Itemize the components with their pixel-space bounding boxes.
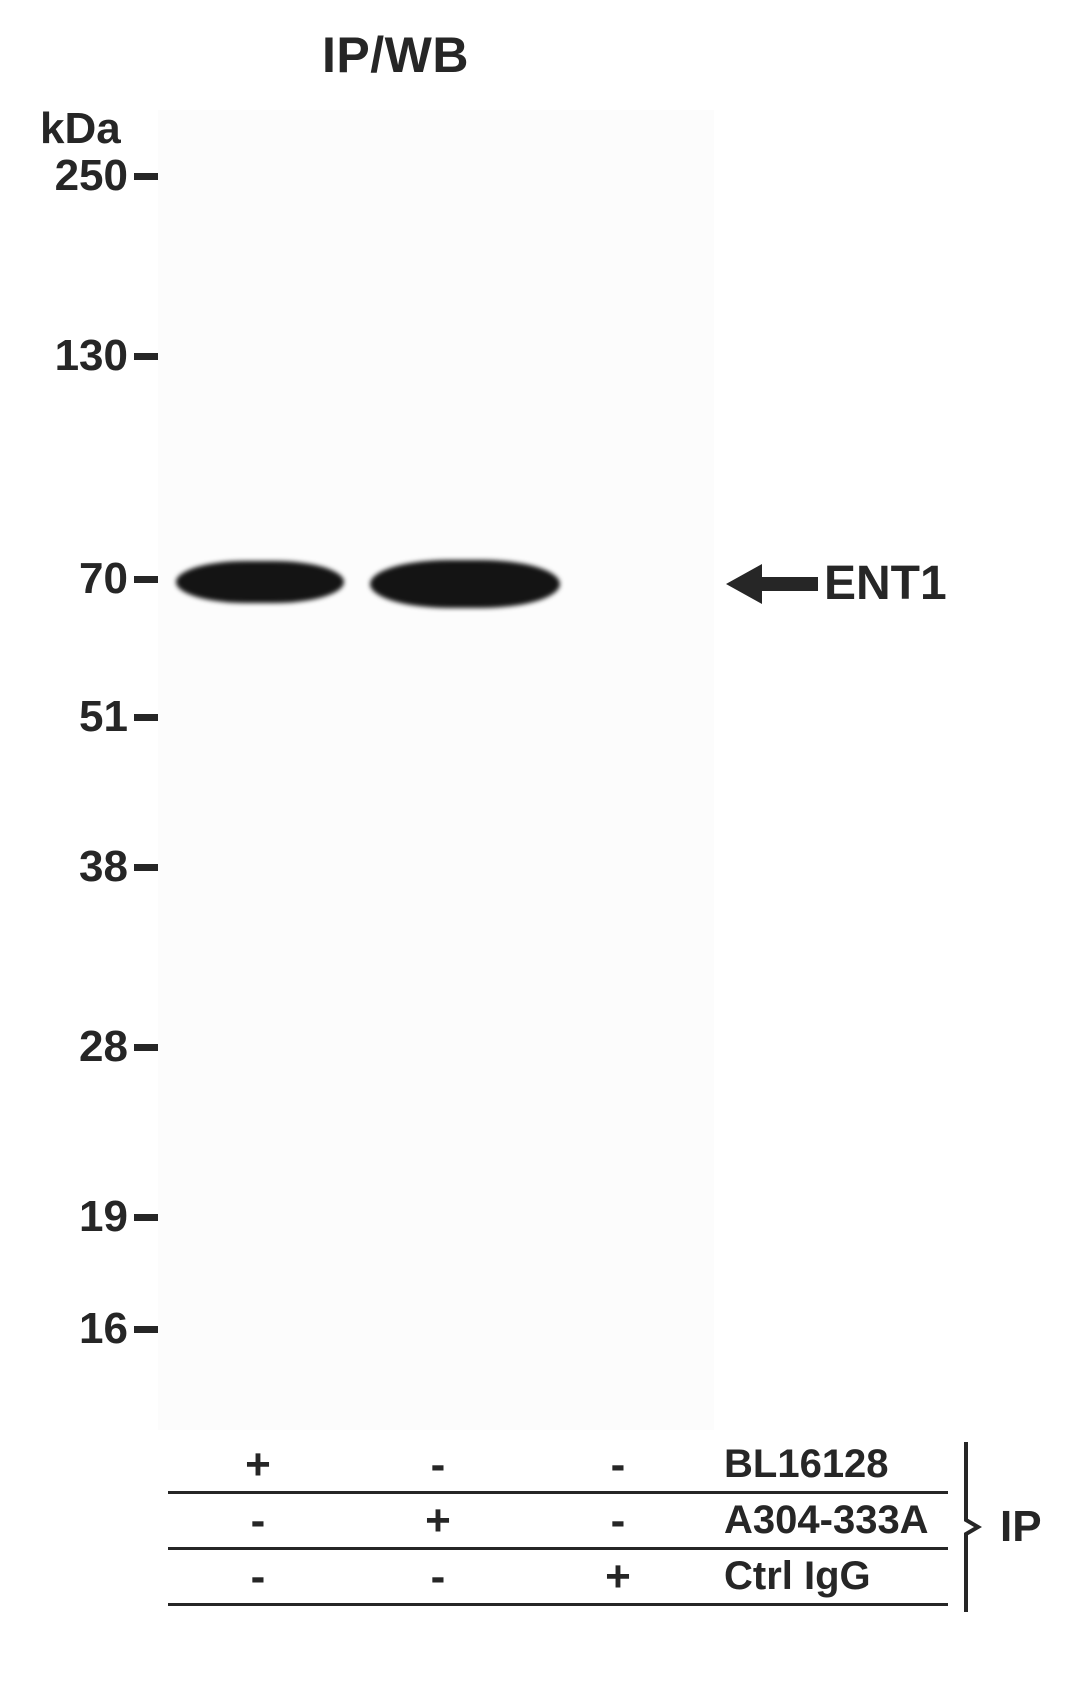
ladder-marker-label: 51 bbox=[79, 692, 128, 742]
ip-mark: - bbox=[528, 1496, 708, 1546]
blot-band bbox=[370, 560, 560, 608]
figure-container: IP/WB kDa 250130705138281916 ENT1 +--BL1… bbox=[0, 0, 1080, 1700]
ip-table-row: --+Ctrl IgG bbox=[168, 1550, 948, 1606]
ladder-marker: 28 bbox=[32, 1022, 158, 1072]
target-annotation: ENT1 bbox=[726, 556, 947, 611]
ip-mark: - bbox=[348, 1440, 528, 1490]
ladder-marker-label: 250 bbox=[55, 151, 128, 201]
ip-table-row: -+-A304-333A bbox=[168, 1494, 948, 1550]
ladder-marker: 70 bbox=[32, 554, 158, 604]
ladder-marker-label: 130 bbox=[55, 331, 128, 381]
ladder-marker: 16 bbox=[32, 1304, 158, 1354]
ladder-marker: 250 bbox=[32, 151, 158, 201]
ladder-unit: kDa bbox=[40, 104, 121, 154]
ip-mark: - bbox=[528, 1440, 708, 1490]
ladder-tick-icon bbox=[134, 1214, 158, 1221]
ip-bracket-icon bbox=[962, 1442, 992, 1612]
ip-mark: + bbox=[168, 1440, 348, 1490]
blot-band bbox=[176, 561, 344, 603]
ip-lane-table: +--BL16128-+-A304-333A--+Ctrl IgG bbox=[168, 1438, 948, 1606]
blot-membrane bbox=[158, 110, 714, 1430]
ladder-tick-icon bbox=[134, 864, 158, 871]
ip-mark: - bbox=[168, 1496, 348, 1546]
ladder-tick-icon bbox=[134, 1044, 158, 1051]
ladder-tick-icon bbox=[134, 714, 158, 721]
ladder-tick-icon bbox=[134, 173, 158, 180]
ladder-marker: 38 bbox=[32, 842, 158, 892]
ip-antibody-name: BL16128 bbox=[708, 1442, 948, 1487]
ladder-marker: 130 bbox=[32, 331, 158, 381]
ladder-marker: 51 bbox=[32, 692, 158, 742]
ip-mark: + bbox=[528, 1552, 708, 1602]
ip-antibody-name: Ctrl IgG bbox=[708, 1554, 948, 1599]
ladder-tick-icon bbox=[134, 353, 158, 360]
arrow-left-icon bbox=[726, 560, 818, 608]
ladder-tick-icon bbox=[134, 1326, 158, 1333]
ladder-marker-label: 70 bbox=[79, 554, 128, 604]
ip-mark: - bbox=[348, 1552, 528, 1602]
ip-antibody-name: A304-333A bbox=[708, 1498, 948, 1543]
figure-title: IP/WB bbox=[322, 26, 469, 84]
ladder-marker-label: 16 bbox=[79, 1304, 128, 1354]
target-label: ENT1 bbox=[824, 556, 947, 611]
ladder-marker: 19 bbox=[32, 1192, 158, 1242]
ip-group-label: IP bbox=[1000, 1502, 1042, 1552]
ip-mark: + bbox=[348, 1496, 528, 1546]
ip-table-row: +--BL16128 bbox=[168, 1438, 948, 1494]
ladder-marker-label: 19 bbox=[79, 1192, 128, 1242]
ladder-marker-label: 28 bbox=[79, 1022, 128, 1072]
ip-mark: - bbox=[168, 1552, 348, 1602]
ladder-marker-label: 38 bbox=[79, 842, 128, 892]
ladder-tick-icon bbox=[134, 576, 158, 583]
